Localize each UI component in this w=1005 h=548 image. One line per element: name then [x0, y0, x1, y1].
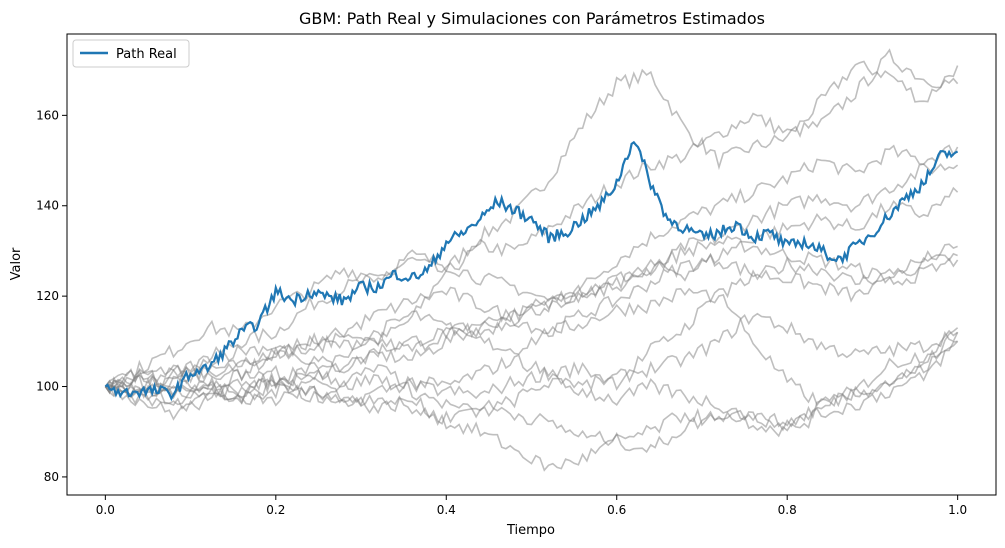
simulation-path-4 — [104, 163, 959, 398]
simulation-path-8 — [104, 243, 958, 396]
y-tick-label: 120 — [36, 289, 59, 303]
y-axis: 80 100 120 140 160 — [36, 108, 67, 484]
simulation-path-2 — [104, 48, 959, 389]
simulation-path-13 — [104, 340, 958, 454]
simulation-path-5 — [105, 235, 958, 388]
series-layer — [104, 48, 959, 472]
simulation-path-1 — [104, 60, 959, 395]
simulation-path-9 — [104, 312, 959, 402]
y-axis-label: Valor — [9, 247, 24, 280]
legend-label-path-real: Path Real — [116, 47, 177, 62]
x-axis-label: Tiempo — [506, 523, 555, 538]
x-tick-label: 0.8 — [778, 503, 797, 517]
x-tick-label: 0.0 — [96, 503, 115, 517]
legend: Path Real — [72, 39, 190, 68]
simulation-path-7 — [104, 253, 959, 394]
plot-area-frame — [66, 33, 997, 496]
x-tick-label: 0.4 — [437, 503, 456, 517]
y-tick-label: 140 — [36, 199, 59, 213]
y-tick-label: 80 — [44, 470, 59, 484]
y-tick-label: 100 — [36, 380, 59, 394]
legend-box — [72, 39, 190, 68]
x-axis: 0.0 0.2 0.4 0.6 0.8 1.0 — [96, 495, 967, 517]
real-path-line — [104, 140, 959, 402]
chart-title: GBM: Path Real y Simulaciones con Paráme… — [299, 9, 765, 28]
x-tick-label: 0.6 — [607, 503, 626, 517]
y-tick-label: 160 — [36, 108, 59, 122]
x-tick-label: 1.0 — [948, 503, 967, 517]
x-tick-label: 0.2 — [266, 503, 285, 517]
simulation-path-6 — [105, 186, 959, 405]
simulation-path-12 — [105, 327, 959, 472]
